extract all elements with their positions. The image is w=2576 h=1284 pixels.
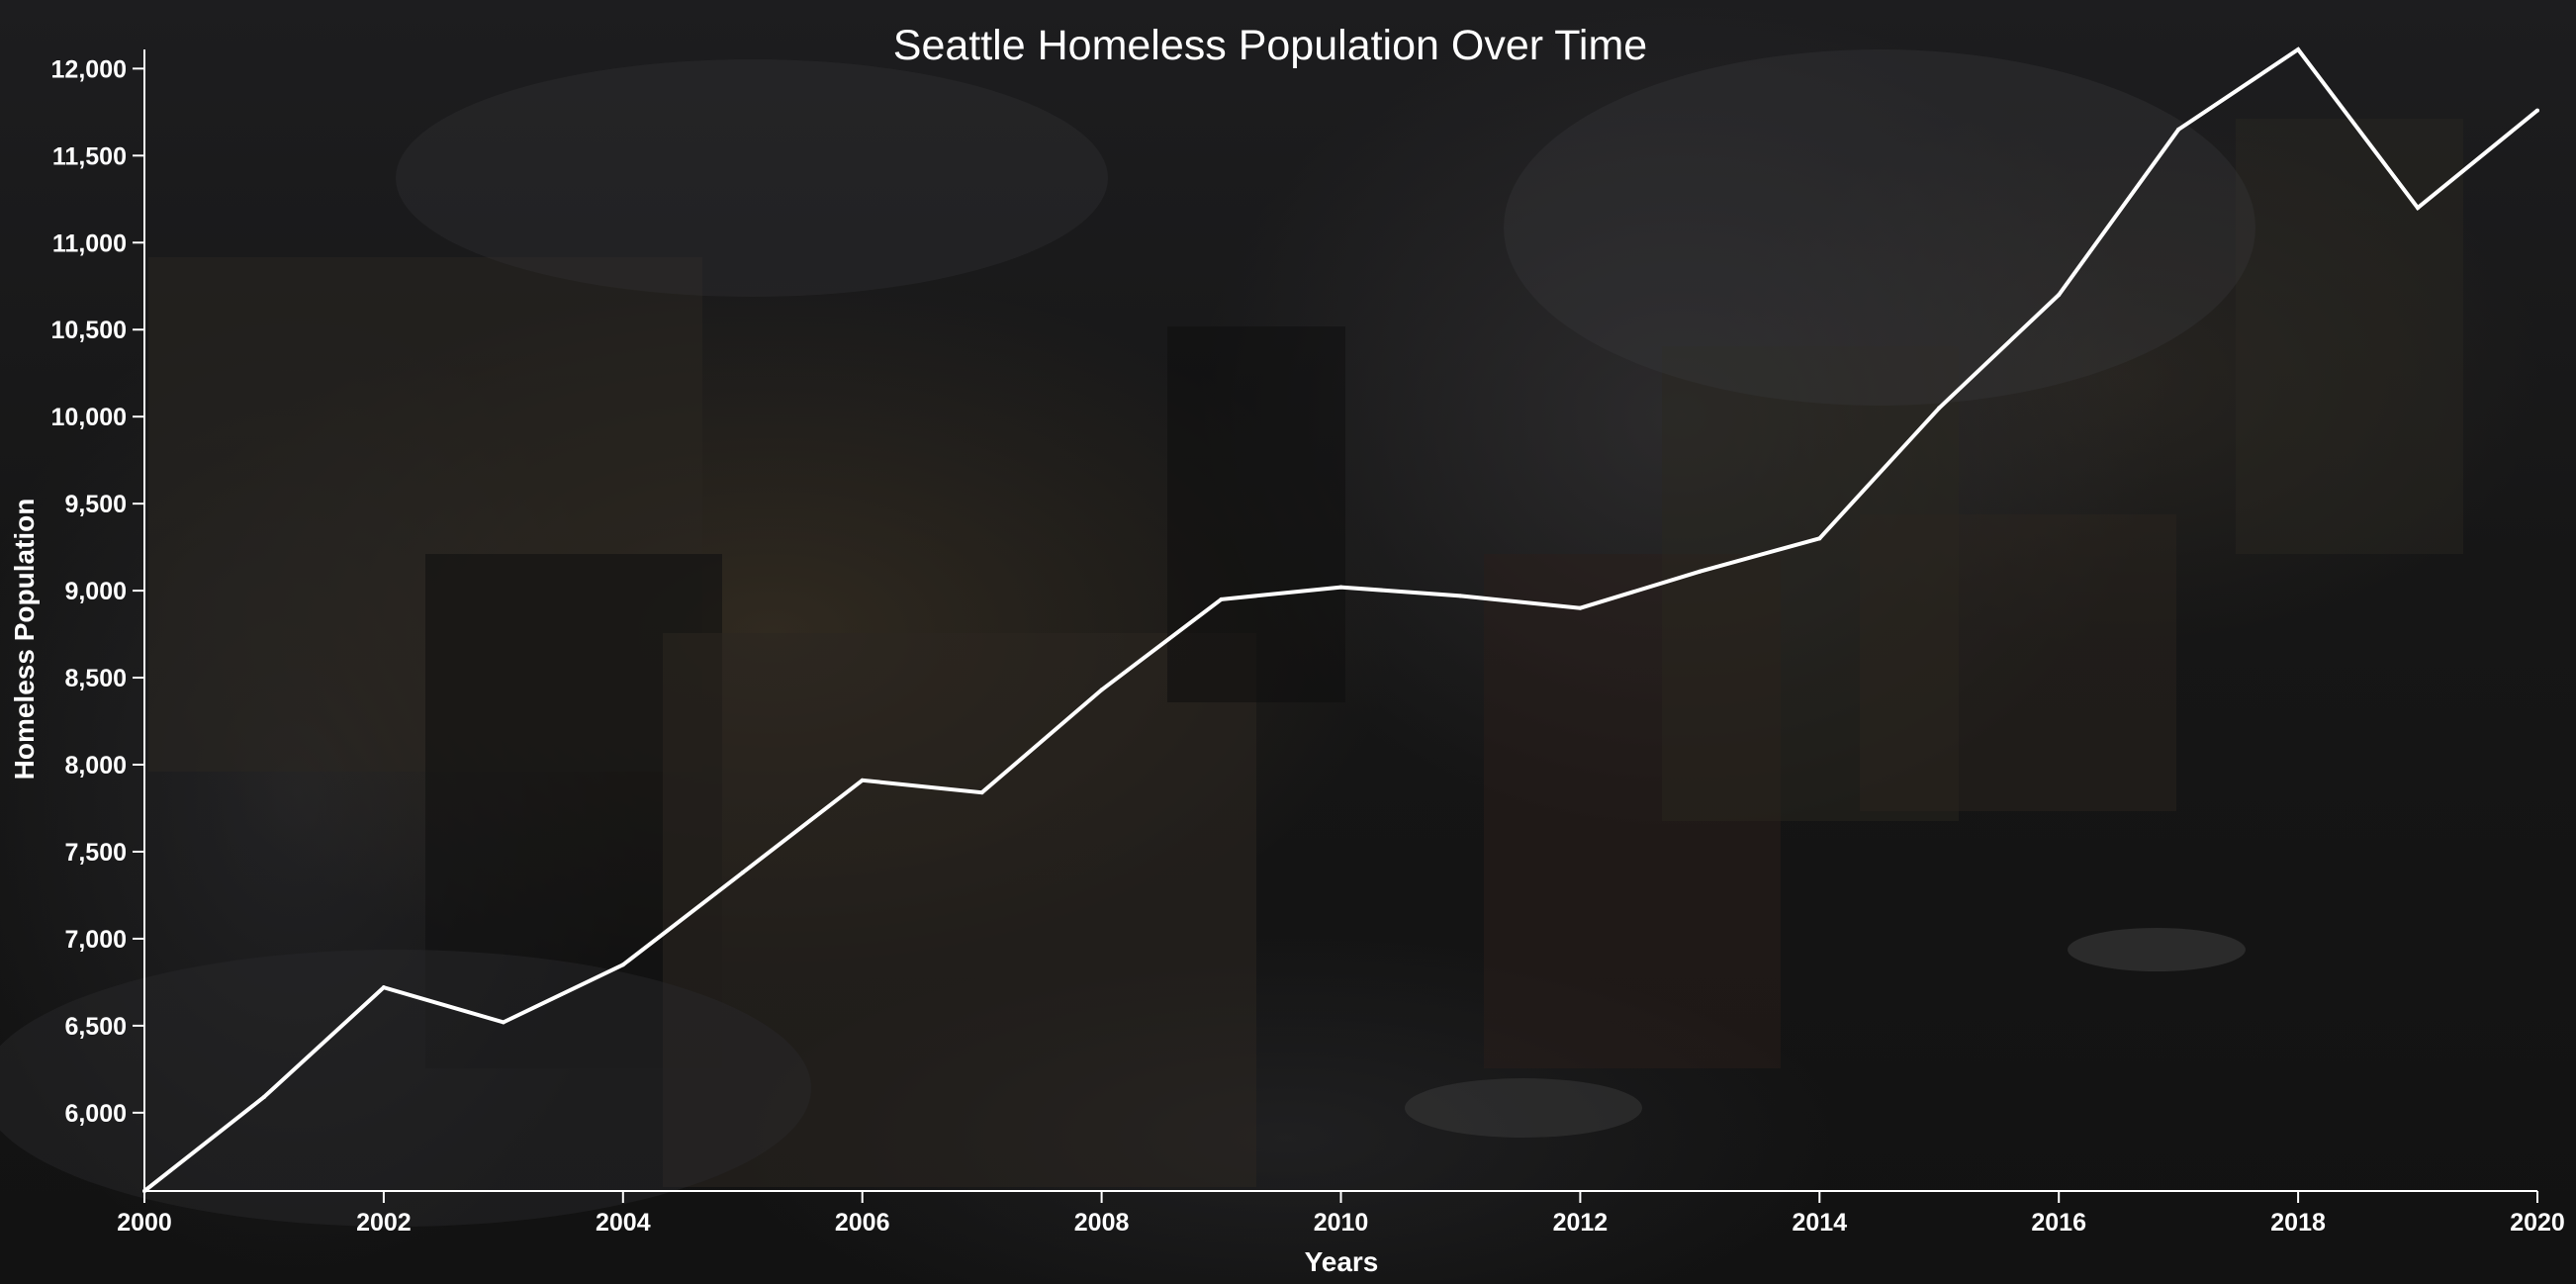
series-points [142, 47, 2539, 1193]
data-point [979, 790, 984, 795]
data-point [2416, 206, 2421, 211]
backdrop-cloth [1504, 49, 2255, 406]
x-axis-ticks: 2000 2002 2004 2006 2008 2010 2012 2014 2016 2018… [117, 1191, 2565, 1237]
chart-title: Seattle Homeless Population Over Time [893, 22, 1647, 69]
backdrop-box [1860, 514, 2176, 811]
data-point [1698, 569, 1702, 574]
backdrop-debris [2068, 928, 2246, 971]
series-line [142, 46, 2539, 1193]
backdrop-debris [1405, 1078, 1642, 1138]
data-point [2057, 293, 2062, 298]
y-tick-label: 9,500 [64, 491, 127, 518]
data-point [740, 871, 745, 875]
y-axis-title: Homeless Population [9, 499, 40, 780]
y-axis-ticks: 6,000 6,500 7,000 7,500 8,000 8,500 9,000 9,500… [51, 55, 144, 1128]
y-tick-label: 10,000 [51, 404, 127, 431]
x-tick-label: 2014 [1792, 1209, 1847, 1237]
backdrop-box [2236, 119, 2463, 554]
x-tick-label: 2010 [1314, 1209, 1369, 1237]
y-tick-label: 7,000 [64, 926, 127, 954]
x-tick-label: 2012 [1553, 1209, 1609, 1237]
backdrop-box [1167, 326, 1345, 702]
y-tick-label: 7,500 [64, 839, 127, 867]
x-tick-label: 2020 [2510, 1209, 2565, 1237]
backdrop-cloth [396, 59, 1108, 297]
y-tick-label: 11,500 [52, 142, 127, 170]
backdrop-debris [0, 950, 811, 1227]
x-tick-label: 2004 [596, 1209, 651, 1237]
y-tick-label: 10,500 [51, 317, 127, 344]
y-tick-label: 12,000 [51, 55, 127, 83]
x-tick-label: 2018 [2270, 1209, 2326, 1237]
y-tick-label: 8,500 [64, 665, 127, 692]
data-point [1099, 688, 1104, 692]
x-tick-label: 2006 [835, 1209, 890, 1237]
data-point [620, 963, 625, 967]
y-tick-label: 11,000 [52, 229, 127, 257]
data-point [2296, 47, 2301, 51]
x-tick-label: 2008 [1074, 1209, 1130, 1237]
data-point [261, 1095, 266, 1100]
backdrop-box [1484, 554, 1781, 1068]
y-tick-label: 6,000 [64, 1100, 127, 1128]
y-tick-label: 9,000 [64, 578, 127, 605]
data-point [2176, 127, 2181, 132]
y-tick-label: 6,500 [64, 1013, 127, 1041]
data-point [1937, 406, 1942, 411]
data-point [860, 778, 865, 782]
x-axis-title: Years [1305, 1246, 1379, 1277]
data-point [142, 1189, 146, 1193]
data-point [501, 1020, 506, 1025]
x-tick-label: 2016 [2031, 1209, 2086, 1237]
data-point [1578, 605, 1583, 610]
backdrop-box [663, 633, 1256, 1187]
data-point [1219, 596, 1224, 601]
y-tick-label: 8,000 [64, 752, 127, 780]
x-tick-label: 2002 [356, 1209, 412, 1237]
x-tick-label: 2000 [117, 1209, 172, 1237]
data-point [2535, 108, 2539, 113]
data-point [1458, 594, 1463, 598]
data-point [1817, 536, 1822, 541]
data-point [381, 985, 386, 990]
data-point [1338, 585, 1343, 590]
backdrop-box [1662, 346, 1959, 821]
